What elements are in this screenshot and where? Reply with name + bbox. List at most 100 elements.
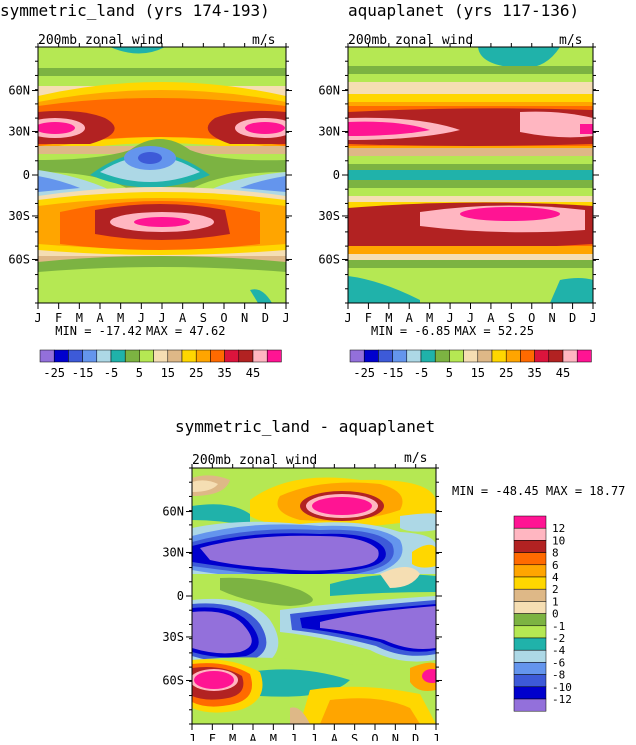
x-tick-label: D bbox=[412, 732, 419, 741]
x-tick-label: J bbox=[290, 732, 297, 741]
colorbar-label: 25 bbox=[189, 366, 203, 380]
colorbar-swatch bbox=[420, 349, 436, 363]
colorbar-label: 4 bbox=[552, 571, 559, 584]
colorbar-swatch bbox=[210, 349, 225, 363]
colorbar-label: -6 bbox=[552, 656, 565, 669]
x-tick-label: J bbox=[432, 732, 439, 741]
colorbar-swatch bbox=[513, 601, 547, 614]
colorbar-label: -1 bbox=[552, 620, 565, 633]
x-tick-label: M bbox=[385, 311, 392, 325]
panel-symmetric-land: symmetric_land (yrs 174-193) 200mb zonal… bbox=[0, 1, 287, 304]
colorbar-label: -10 bbox=[552, 681, 572, 694]
colorbar-swatch bbox=[252, 349, 268, 363]
x-tick-label: M bbox=[270, 732, 277, 741]
colorbar-swatch bbox=[513, 674, 547, 688]
colorbar-swatch bbox=[576, 349, 592, 363]
y-tick-label: 60S bbox=[162, 673, 184, 687]
colorbar-swatch bbox=[153, 349, 169, 363]
x-tick-label: A bbox=[331, 732, 339, 741]
x-tick-label: M bbox=[76, 311, 83, 325]
panel2-contours bbox=[348, 47, 593, 303]
colorbar-swatch bbox=[363, 349, 379, 363]
colorbar-swatch bbox=[513, 625, 547, 639]
x-tick-label: J bbox=[344, 311, 351, 325]
colorbar-label: 25 bbox=[499, 366, 513, 380]
x-tick-label: J bbox=[589, 311, 596, 325]
panel2-units: m/s bbox=[559, 33, 582, 48]
y-tick-label: 30N bbox=[162, 545, 184, 559]
colorbar-label: 45 bbox=[246, 366, 260, 380]
colorbar-label: -2 bbox=[552, 632, 565, 645]
colorbar-swatch bbox=[463, 349, 479, 363]
colorbar-swatch bbox=[513, 649, 547, 663]
colorbar-swatch bbox=[139, 349, 154, 363]
y-tick-label: 30S bbox=[8, 209, 30, 223]
colorbar-label: -12 bbox=[552, 693, 572, 706]
panel3-contours bbox=[192, 468, 436, 724]
x-tick-label: A bbox=[179, 311, 187, 325]
panel1-subtitle: 200mb zonal wind bbox=[38, 33, 163, 48]
x-tick-label: M bbox=[426, 311, 433, 325]
colorbar-label: 2 bbox=[552, 583, 559, 596]
x-tick-label: J bbox=[138, 311, 145, 325]
colorbar-label: 1 bbox=[552, 595, 559, 608]
colorbar-swatch bbox=[349, 349, 365, 363]
panel3-axes: J F M A M J J A S O N D J 60N 30N 0 30S 60S bbox=[162, 464, 442, 745]
min-label: MIN = -17.42 bbox=[55, 324, 142, 338]
colorbar-swatch bbox=[68, 349, 83, 363]
y-tick-label: 30S bbox=[318, 209, 340, 223]
min-label: MIN = -6.85 bbox=[371, 324, 450, 338]
colorbar-label: -8 bbox=[552, 669, 565, 682]
max-label: MAX = 52.25 bbox=[455, 324, 534, 338]
colorbar-swatch bbox=[238, 349, 254, 363]
colorbar-label: -4 bbox=[552, 644, 566, 657]
colorbar-swatch bbox=[39, 349, 55, 363]
colorbar-label: 8 bbox=[552, 547, 559, 560]
x-tick-label: J bbox=[34, 311, 41, 325]
panel-difference: symmetric_land - aquaplanet 200mb zonal … bbox=[175, 417, 625, 725]
panel1-contours bbox=[38, 47, 286, 303]
colorbar-swatch bbox=[513, 564, 547, 578]
colorbar-swatch bbox=[534, 349, 550, 363]
x-tick-label: S bbox=[200, 311, 207, 325]
colorbar-label: 15 bbox=[471, 366, 485, 380]
colorbar-swatch bbox=[224, 349, 240, 363]
colorbar-swatch bbox=[520, 349, 535, 363]
colorbar-swatch bbox=[513, 662, 547, 675]
colorbar-swatch bbox=[491, 349, 507, 363]
y-tick-label: 0 bbox=[333, 168, 340, 182]
colorbar-swatch bbox=[513, 588, 547, 602]
panel-aquaplanet: aquaplanet (yrs 117-136) 200mb zonal win… bbox=[347, 1, 594, 304]
panel1-units: m/s bbox=[252, 33, 275, 48]
colorbar-panel1: -25 -15 -5 5 15 25 35 45 bbox=[39, 349, 282, 380]
colorbar-label: -15 bbox=[72, 366, 94, 380]
y-tick-label: 60N bbox=[318, 84, 340, 98]
y-tick-label: 30N bbox=[318, 124, 340, 138]
colorbar-label: 35 bbox=[217, 366, 231, 380]
x-tick-label: O bbox=[371, 732, 378, 741]
x-tick-label: F bbox=[209, 732, 216, 741]
colorbar-swatch bbox=[82, 349, 98, 363]
panel2-subtitle: 200mb zonal wind bbox=[348, 33, 473, 48]
colorbar-label: -25 bbox=[43, 366, 65, 380]
colorbar-panel2: -25 -15 -5 5 15 25 35 45 bbox=[349, 349, 592, 380]
x-tick-label: J bbox=[158, 311, 165, 325]
colorbar-swatch bbox=[195, 349, 211, 363]
colorbar-swatch bbox=[513, 515, 547, 529]
x-tick-label: D bbox=[569, 311, 576, 325]
colorbar-label: 45 bbox=[556, 366, 570, 380]
colorbar-swatch bbox=[167, 349, 183, 363]
colorbar-swatch bbox=[266, 349, 282, 363]
colorbar-swatch bbox=[513, 686, 547, 700]
colorbar-swatch bbox=[53, 349, 69, 363]
x-tick-label: A bbox=[96, 311, 104, 325]
x-tick-label: J bbox=[282, 311, 289, 325]
colorbar-label: 0 bbox=[552, 608, 559, 621]
panel3-title: symmetric_land - aquaplanet bbox=[175, 417, 435, 436]
max-label: MAX = 47.62 bbox=[146, 324, 225, 338]
colorbar-swatch bbox=[110, 349, 126, 363]
